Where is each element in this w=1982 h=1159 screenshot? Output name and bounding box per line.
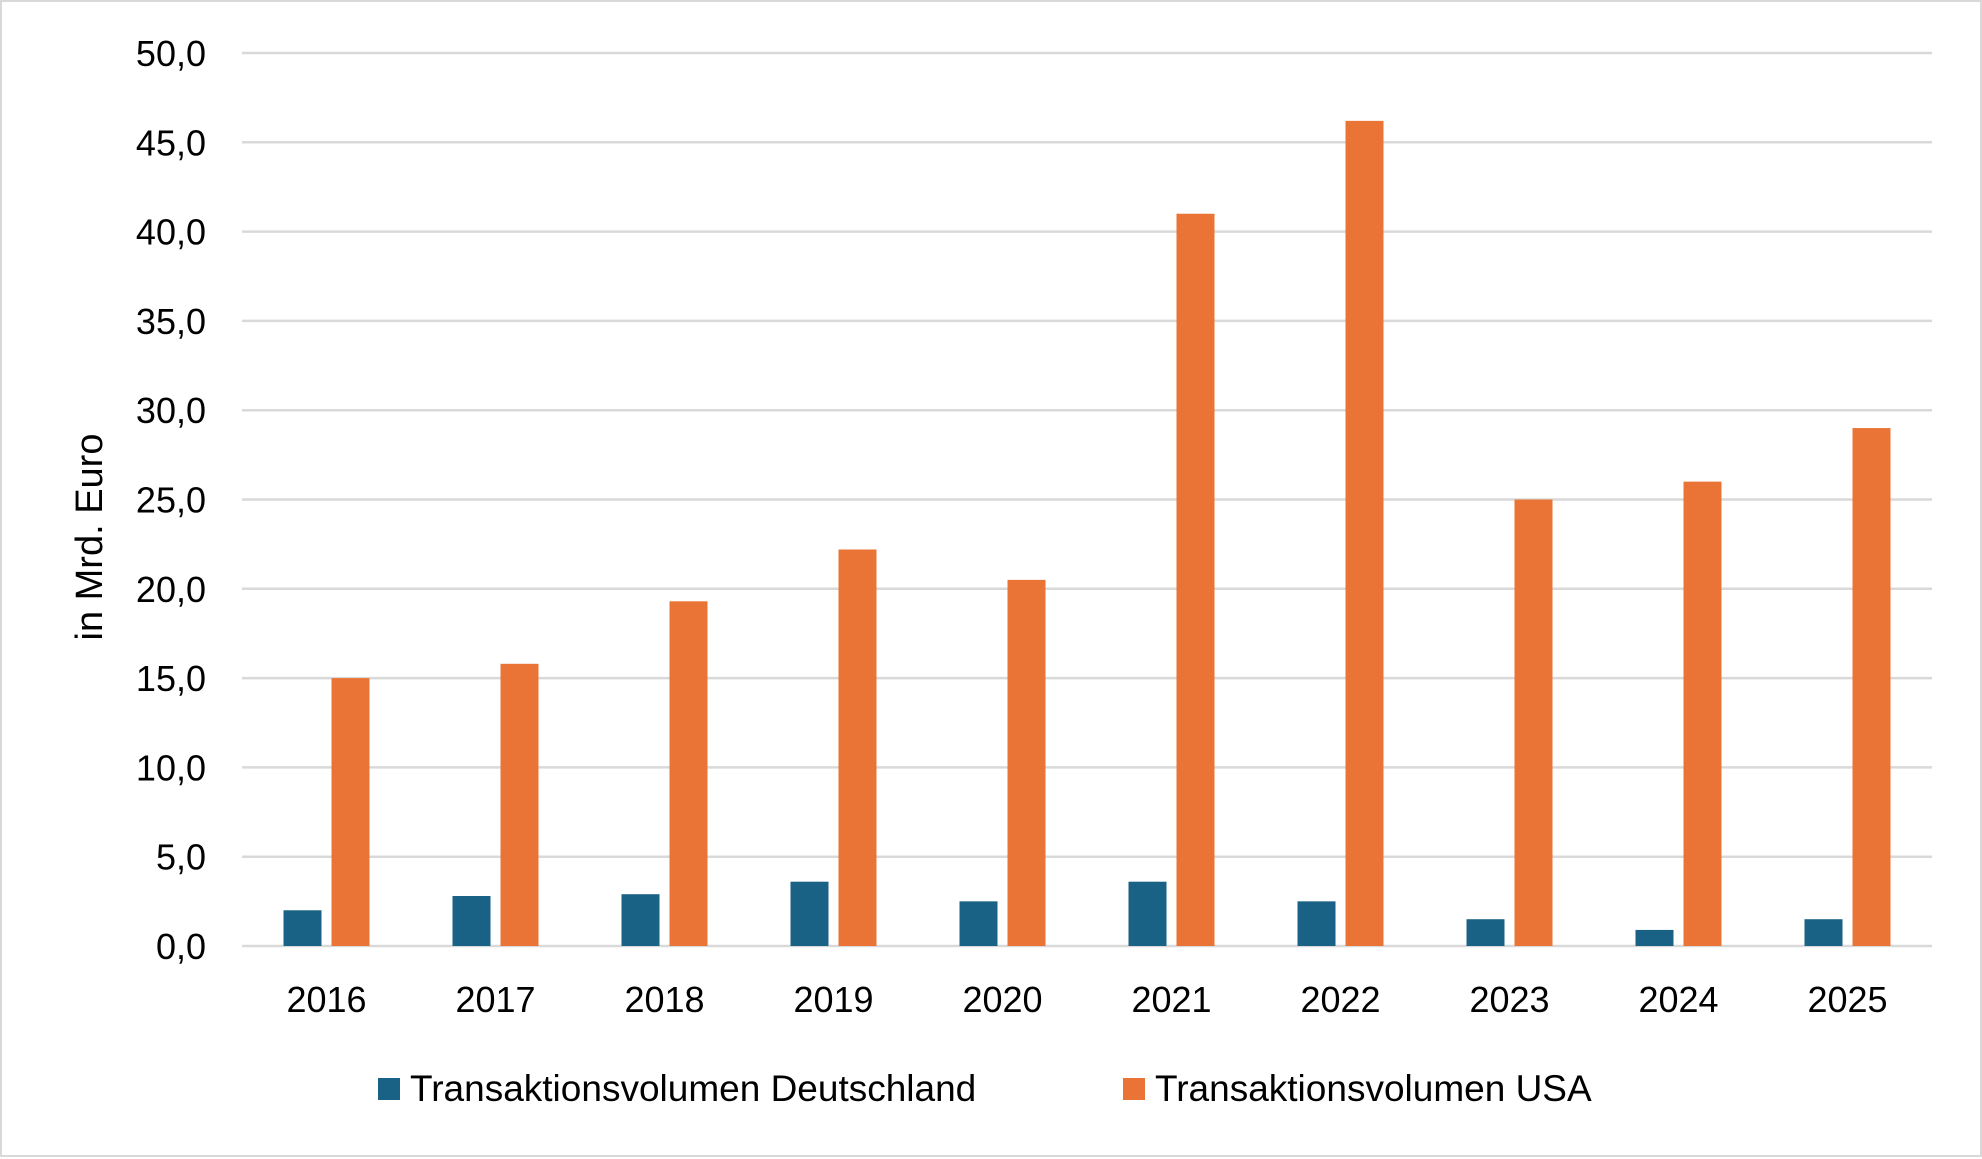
y-tick-label: 45,0 — [136, 122, 206, 163]
y-tick-label: 10,0 — [136, 747, 206, 788]
bar-usa-2024 — [1683, 481, 1722, 946]
bar-usa-2020 — [1007, 579, 1046, 946]
y-tick-label: 5,0 — [156, 837, 206, 878]
legend-swatch — [1123, 1078, 1145, 1100]
y-tick-label: 20,0 — [136, 569, 206, 610]
y-tick-label: 50,0 — [136, 33, 206, 74]
y-tick-label: 25,0 — [136, 480, 206, 521]
y-tick-label: 15,0 — [136, 658, 206, 699]
x-tick-label: 2021 — [1131, 979, 1211, 1020]
y-tick-label: 0,0 — [156, 926, 206, 967]
gridlines — [242, 51, 1932, 948]
legend-label: Transaktionsvolumen Deutschland — [410, 1068, 976, 1109]
bar-deutschland-2019 — [790, 881, 829, 946]
legend-item-usa: Transaktionsvolumen USA — [1123, 1068, 1592, 1109]
bar-deutschland-2018 — [621, 894, 660, 946]
bar-usa-2023 — [1514, 499, 1553, 946]
bar-usa-2016 — [331, 678, 370, 946]
legend-swatch — [378, 1078, 400, 1100]
x-tick-label: 2018 — [624, 979, 704, 1020]
y-axis-ticks: 0,0 5,0 10,0 15,0 20,0 25,0 30,0 35,0 40,0 45,0 50… — [136, 33, 206, 967]
x-tick-label: 2019 — [793, 979, 873, 1020]
legend-label: Transaktionsvolumen USA — [1155, 1068, 1592, 1109]
bar-usa-2022 — [1345, 120, 1384, 947]
x-axis-ticks: 2016 2017 2018 2019 2020 2021 2022 2023 2024 2025 — [286, 979, 1887, 1020]
x-tick-label: 2022 — [1300, 979, 1380, 1020]
bar-deutschland-2022 — [1297, 901, 1336, 946]
legend: Transaktionsvolumen Deutschland Transakti… — [378, 1068, 1592, 1109]
bar-deutschland-2023 — [1466, 919, 1505, 946]
bar-usa-2018 — [669, 601, 708, 946]
bar-deutschland-2020 — [959, 901, 998, 946]
x-tick-label: 2017 — [455, 979, 535, 1020]
x-tick-label: 2020 — [962, 979, 1042, 1020]
bar-usa-2019 — [838, 549, 877, 946]
bar-deutschland-2021 — [1128, 881, 1167, 946]
bar-deutschland-2017 — [452, 895, 491, 946]
legend-item-deutschland: Transaktionsvolumen Deutschland — [378, 1068, 976, 1109]
y-tick-label: 40,0 — [136, 212, 206, 253]
bars — [283, 120, 1891, 947]
bar-usa-2025 — [1852, 428, 1891, 946]
y-tick-label: 35,0 — [136, 301, 206, 342]
x-tick-label: 2023 — [1469, 979, 1549, 1020]
bar-deutschland-2016 — [283, 910, 322, 946]
x-tick-label: 2025 — [1807, 979, 1887, 1020]
x-tick-label: 2024 — [1638, 979, 1718, 1020]
bar-usa-2021 — [1176, 213, 1215, 947]
bar-usa-2017 — [500, 663, 539, 946]
bar-deutschland-2024 — [1635, 929, 1674, 946]
bar-deutschland-2025 — [1804, 919, 1843, 946]
y-tick-label: 30,0 — [136, 390, 206, 431]
y-axis-label: in Mrd. Euro — [69, 434, 111, 641]
x-tick-label: 2016 — [286, 979, 366, 1020]
